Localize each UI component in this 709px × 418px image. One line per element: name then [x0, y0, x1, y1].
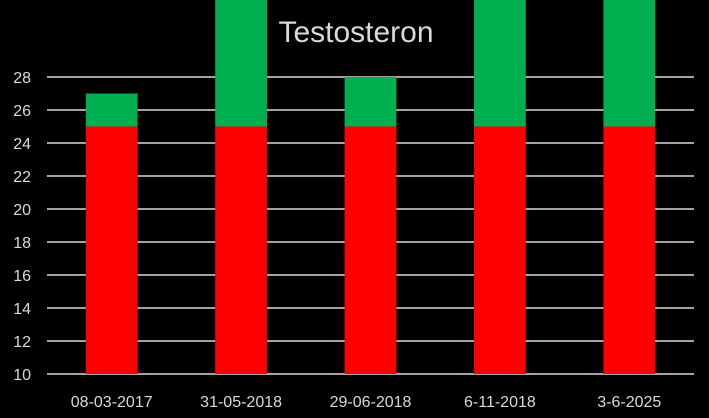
bar-4-segment-0 [603, 126, 656, 374]
x-tick-label: 29-06-2018 [330, 394, 412, 411]
y-tick-label: 20 [13, 202, 31, 219]
x-axis-tick-labels: 08-03-2017 31-05-2018 29-06-2018 6-11-2018 3… [71, 394, 662, 411]
chart-title: Testosteron [278, 16, 433, 49]
bars [85, 0, 656, 374]
bar-2-segment-1 [344, 77, 397, 127]
bar-0-segment-0 [85, 126, 138, 374]
y-tick-label: 26 [13, 103, 31, 120]
x-tick-label: 08-03-2017 [71, 394, 153, 411]
y-tick-label: 28 [13, 70, 31, 87]
bar-3-segment-1 [474, 0, 526, 127]
bar-4-segment-1 [603, 0, 656, 127]
bar-1-segment-0 [215, 126, 267, 374]
y-axis-tick-labels: 10 12 14 16 18 20 22 24 26 28 [13, 70, 31, 384]
x-tick-label: 6-11-2018 [464, 394, 536, 411]
bar-3-segment-0 [474, 126, 526, 374]
y-tick-label: 16 [13, 268, 31, 285]
y-tick-label: 18 [13, 235, 31, 252]
bar-2-segment-0 [344, 126, 397, 374]
x-tick-label: 3-6-2025 [597, 394, 661, 411]
y-tick-label: 24 [13, 136, 31, 153]
bar-0-segment-1 [85, 93, 138, 127]
y-tick-label: 12 [13, 334, 31, 351]
y-tick-label: 10 [13, 367, 31, 384]
x-tick-label: 31-05-2018 [200, 394, 282, 411]
y-tick-label: 14 [13, 301, 31, 318]
bar-1-segment-1 [215, 0, 267, 127]
y-tick-label: 22 [13, 169, 31, 186]
